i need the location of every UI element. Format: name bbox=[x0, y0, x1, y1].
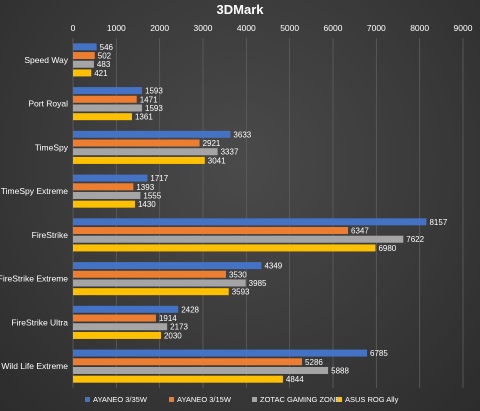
bar bbox=[73, 314, 156, 322]
bars: 5465024834211593147115931361363329213337… bbox=[73, 43, 448, 384]
data-label: 8157 bbox=[429, 218, 447, 227]
bar bbox=[73, 349, 368, 357]
data-label: 2173 bbox=[170, 323, 188, 332]
data-label: 1914 bbox=[159, 314, 177, 323]
data-label: 1430 bbox=[138, 200, 156, 209]
bar bbox=[73, 366, 329, 374]
data-label: 3633 bbox=[233, 130, 251, 139]
x-tick-label: 4000 bbox=[237, 23, 256, 33]
legend-swatch bbox=[169, 397, 174, 402]
x-axis-ticks: 0 1000 2000 3000 4000 5000 6000 7000 8000 9000 bbox=[71, 23, 473, 33]
legend-swatch bbox=[337, 397, 342, 402]
bar bbox=[73, 148, 218, 156]
category-label: TimeSpy bbox=[35, 142, 69, 152]
legend: AYANEO 3/35W AYANEO 3/15W ZOTAC GAMING ZON… bbox=[85, 395, 399, 404]
legend-entry: AYANEO 3/35W bbox=[93, 395, 148, 404]
bar bbox=[73, 288, 229, 296]
data-label: 1717 bbox=[150, 174, 168, 183]
data-label: 6980 bbox=[378, 244, 396, 253]
data-label: 4844 bbox=[286, 375, 304, 384]
data-label: 3530 bbox=[229, 270, 247, 279]
bar bbox=[73, 87, 143, 95]
category-label: FireStrike Extreme bbox=[0, 274, 68, 284]
legend-entry: ASUS ROG Ally bbox=[345, 395, 399, 404]
bar bbox=[73, 200, 135, 208]
data-label: 546 bbox=[100, 43, 114, 52]
bar bbox=[73, 270, 226, 278]
bar bbox=[73, 60, 94, 68]
bar bbox=[73, 375, 283, 383]
category-label: FireStrike Ultra bbox=[11, 317, 68, 327]
data-label: 7622 bbox=[406, 235, 424, 244]
data-label: 4349 bbox=[264, 262, 282, 271]
bar bbox=[73, 244, 376, 252]
bar bbox=[73, 227, 349, 235]
data-label: 1555 bbox=[143, 191, 161, 200]
x-tick-label: 9000 bbox=[454, 23, 473, 33]
legend-entry: AYANEO 3/15W bbox=[177, 395, 232, 404]
chart-title: 3DMark bbox=[217, 2, 265, 17]
data-label: 3337 bbox=[221, 148, 239, 157]
data-label: 5888 bbox=[331, 366, 349, 375]
data-label: 1361 bbox=[135, 113, 153, 122]
bar bbox=[73, 95, 137, 103]
data-label: 3041 bbox=[208, 156, 226, 165]
bar bbox=[73, 279, 246, 287]
bar bbox=[73, 130, 231, 138]
x-tick-label: 0 bbox=[71, 23, 76, 33]
category-labels: Speed Way Port Royal TimeSpy TimeSpy Extrem… bbox=[0, 55, 69, 371]
legend-entry: ZOTAC GAMING ZONE bbox=[260, 395, 340, 404]
bar bbox=[73, 104, 143, 112]
data-label: 2030 bbox=[164, 331, 182, 340]
data-label: 6347 bbox=[351, 227, 369, 236]
data-label: 1471 bbox=[140, 95, 158, 104]
category-label: Wild Life Extreme bbox=[1, 361, 68, 371]
bar bbox=[73, 235, 404, 243]
bar bbox=[73, 43, 97, 51]
bar bbox=[73, 262, 262, 270]
data-label: 3593 bbox=[232, 288, 250, 297]
category-label: TimeSpy Extreme bbox=[1, 186, 69, 196]
bar bbox=[73, 331, 161, 339]
legend-swatch bbox=[85, 397, 90, 402]
x-tick-label: 6000 bbox=[324, 23, 343, 33]
bar bbox=[73, 113, 132, 121]
data-label: 2428 bbox=[181, 305, 199, 314]
x-tick-label: 3000 bbox=[194, 23, 213, 33]
data-label: 2921 bbox=[203, 139, 221, 148]
bar bbox=[73, 183, 134, 191]
data-label: 1593 bbox=[145, 104, 163, 113]
x-tick-label: 7000 bbox=[367, 23, 386, 33]
bar bbox=[73, 52, 95, 60]
data-label: 3985 bbox=[249, 279, 267, 288]
bar bbox=[73, 156, 205, 164]
legend-swatch bbox=[252, 397, 257, 402]
category-label: FireStrike bbox=[32, 230, 69, 240]
bar bbox=[73, 218, 427, 226]
bar bbox=[73, 358, 303, 366]
data-label: 1393 bbox=[136, 183, 154, 192]
data-label: 421 bbox=[94, 69, 108, 78]
x-tick-label: 8000 bbox=[410, 23, 429, 33]
x-tick-label: 1000 bbox=[107, 23, 126, 33]
bar bbox=[73, 305, 179, 313]
bar bbox=[73, 139, 200, 147]
category-label: Port Royal bbox=[28, 99, 68, 109]
x-tick-label: 2000 bbox=[150, 23, 169, 33]
data-label: 1593 bbox=[145, 87, 163, 96]
data-label: 502 bbox=[98, 52, 112, 61]
data-label: 483 bbox=[97, 60, 111, 69]
x-tick-label: 5000 bbox=[280, 23, 299, 33]
bar bbox=[73, 191, 141, 199]
bar bbox=[73, 69, 92, 77]
data-label: 5286 bbox=[305, 358, 323, 367]
bar bbox=[73, 323, 168, 331]
data-label: 6785 bbox=[370, 349, 388, 358]
bar bbox=[73, 174, 148, 182]
category-label: Speed Way bbox=[24, 55, 68, 65]
